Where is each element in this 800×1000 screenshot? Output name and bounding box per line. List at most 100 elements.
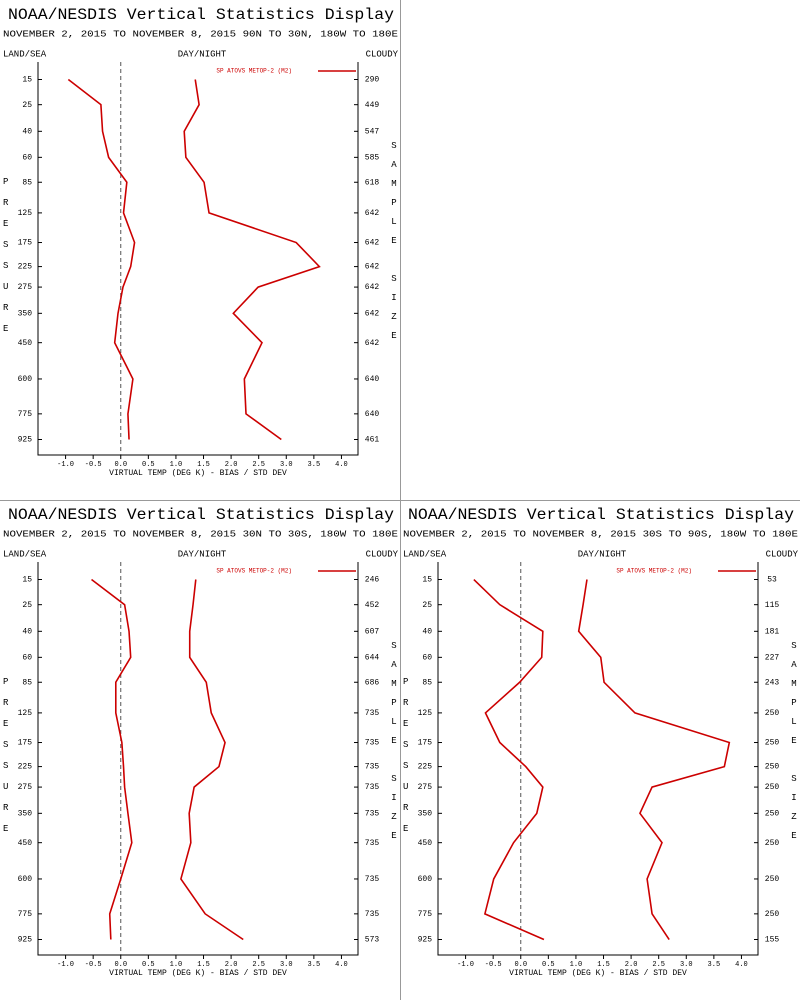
- sample-size-label: 246: [365, 576, 380, 585]
- x-tick-label: 2.0: [225, 961, 238, 969]
- plot-frame: [437, 562, 759, 956]
- y-tick-label: 15: [22, 76, 32, 85]
- sample-size-label: 452: [365, 601, 380, 610]
- sample-size-label: 607: [365, 627, 380, 636]
- y-tick-label: 85: [422, 678, 432, 687]
- sample-size-label: 585: [365, 153, 380, 162]
- sample-size-label: 250: [765, 875, 780, 884]
- subtitle: NOVEMBER 2, 2015 TO NOVEMBER 8, 2015 30N…: [3, 529, 398, 539]
- x-tick-label: -0.5: [85, 461, 102, 469]
- x-tick-label: 4.0: [735, 961, 748, 969]
- y-tick-label: 25: [422, 601, 432, 610]
- y-tick-label: 25: [22, 101, 32, 110]
- sample-size-label: 290: [365, 76, 380, 85]
- x-tick-label: -1.0: [57, 461, 74, 469]
- sample-size-label: 547: [365, 127, 380, 136]
- y-tick-label: 225: [418, 763, 433, 772]
- x-tick-label: -0.5: [85, 961, 102, 969]
- land-sea-label: LAND/SEA: [3, 49, 47, 59]
- y-tick-label: 600: [18, 375, 33, 384]
- x-tick-label: 3.0: [280, 461, 293, 469]
- profile-line: [577, 579, 731, 940]
- profile-line: [473, 578, 545, 941]
- day-night-label: DAY/NIGHT: [178, 49, 227, 59]
- x-tick-label: 3.5: [308, 961, 321, 969]
- y-tick-label: 25: [22, 601, 32, 610]
- y-tick-label: 925: [18, 436, 33, 445]
- y-tick-label: 350: [18, 809, 33, 818]
- sample-size-label: 686: [365, 678, 380, 687]
- sample-size-label: 642: [365, 263, 380, 272]
- y-tick-label: 40: [422, 627, 432, 636]
- sample-size-label: 735: [365, 739, 380, 748]
- x-tick-label: -0.5: [485, 961, 502, 969]
- sample-size-label: 155: [765, 936, 780, 945]
- land-sea-label: LAND/SEA: [3, 549, 47, 559]
- x-tick-label: 3.0: [280, 961, 293, 969]
- day-night-label: DAY/NIGHT: [178, 549, 227, 559]
- sample-size-label: 735: [365, 783, 380, 792]
- x-tick-label: 2.5: [652, 961, 665, 969]
- subtitle: NOVEMBER 2, 2015 TO NOVEMBER 8, 2015 30S…: [403, 529, 798, 539]
- x-tick-label: 2.0: [625, 961, 638, 969]
- y-tick-label: 60: [422, 653, 432, 662]
- x-tick-label: 2.0: [225, 461, 238, 469]
- x-tick-label: 0.0: [514, 961, 527, 969]
- y-tick-label: 450: [18, 339, 33, 348]
- day-night-label: DAY/NIGHT: [578, 549, 627, 559]
- land-sea-label: LAND/SEA: [403, 549, 447, 559]
- x-axis-label: VIRTUAL TEMP (DEG K) - BIAS / STD DEV: [109, 469, 287, 478]
- sample-size-label: 243: [765, 678, 780, 687]
- y-tick-label: 225: [18, 263, 33, 272]
- y-tick-label: 350: [418, 809, 433, 818]
- x-tick-label: 1.0: [170, 461, 183, 469]
- sample-size-label: 461: [365, 436, 380, 445]
- sample-size-label: 573: [365, 936, 380, 945]
- y-tick-label: 775: [18, 910, 33, 919]
- y-tick-label: 60: [22, 653, 32, 662]
- profile-line: [183, 79, 321, 441]
- x-tick-label: 0.0: [114, 961, 127, 969]
- x-tick-label: 1.5: [197, 461, 210, 469]
- y-tick-label: 600: [418, 875, 433, 884]
- x-tick-label: 1.5: [197, 961, 210, 969]
- subtitle: NOVEMBER 2, 2015 TO NOVEMBER 8, 2015 90N…: [3, 29, 398, 39]
- sample-size-label: 735: [365, 809, 380, 818]
- panel: NOAA/NESDIS Vertical Statistics Display N…: [403, 506, 799, 978]
- x-tick-label: 0.5: [142, 461, 155, 469]
- y-tick-label: 450: [18, 839, 33, 848]
- x-tick-label: 2.5: [252, 461, 265, 469]
- sample-size-label: 250: [765, 910, 780, 919]
- sample-size-label: 642: [365, 283, 380, 292]
- legend-label: SP ATOVS METOP-2 (M2): [216, 568, 292, 575]
- chart-title: NOAA/NESDIS Vertical Statistics Display: [8, 506, 394, 524]
- sample-size-label: 250: [765, 839, 780, 848]
- y-tick-label: 15: [22, 576, 32, 585]
- y-tick-label: 125: [18, 709, 33, 718]
- sample-size-label: 250: [765, 709, 780, 718]
- y-tick-label: 60: [22, 153, 32, 162]
- x-tick-label: -1.0: [57, 961, 74, 969]
- x-axis-label: VIRTUAL TEMP (DEG K) - BIAS / STD DEV: [509, 969, 687, 978]
- sample-size-label: 640: [365, 410, 380, 419]
- sample-size-label: 644: [365, 653, 380, 662]
- cloudy-label: CLOUDY: [766, 549, 799, 559]
- y-tick-label: 450: [418, 839, 433, 848]
- sample-size-label: 735: [365, 763, 380, 772]
- x-tick-label: 0.0: [114, 461, 127, 469]
- panel: NOAA/NESDIS Vertical Statistics Display N…: [3, 506, 399, 978]
- x-tick-label: 0.5: [142, 961, 155, 969]
- sample-size-label: 735: [365, 875, 380, 884]
- y-tick-label: 225: [18, 763, 33, 772]
- cloudy-label: CLOUDY: [366, 49, 399, 59]
- chart-title: NOAA/NESDIS Vertical Statistics Display: [408, 506, 794, 524]
- legend-label: SP ATOVS METOP-2 (M2): [216, 68, 292, 75]
- y-tick-label: 350: [18, 309, 33, 318]
- y-tick-label: 85: [22, 178, 32, 187]
